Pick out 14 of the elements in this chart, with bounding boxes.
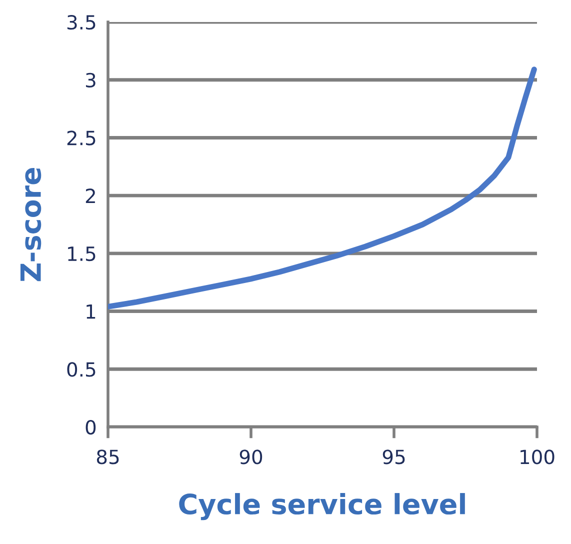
y-tick-label: 3 xyxy=(86,72,96,88)
x-tick-label: 90 xyxy=(240,450,262,464)
x-tick-label: 85 xyxy=(96,450,119,464)
x-axis-title: Cycle service level xyxy=(179,493,465,520)
y-axis-title: Z-score xyxy=(20,168,42,282)
x-tick-label: 95 xyxy=(382,450,405,464)
y-tick-label: 3.5 xyxy=(67,14,96,30)
y-tick-label: 2.5 xyxy=(67,130,96,146)
y-tick-label: 0 xyxy=(86,420,96,435)
y-tick-label: 1 xyxy=(86,304,96,319)
y-tick-label: 1.5 xyxy=(68,246,96,262)
y-tick-label: 0.5 xyxy=(67,362,96,377)
x-tick-label: 100 xyxy=(520,450,554,464)
y-tick-label: 2 xyxy=(86,188,95,203)
